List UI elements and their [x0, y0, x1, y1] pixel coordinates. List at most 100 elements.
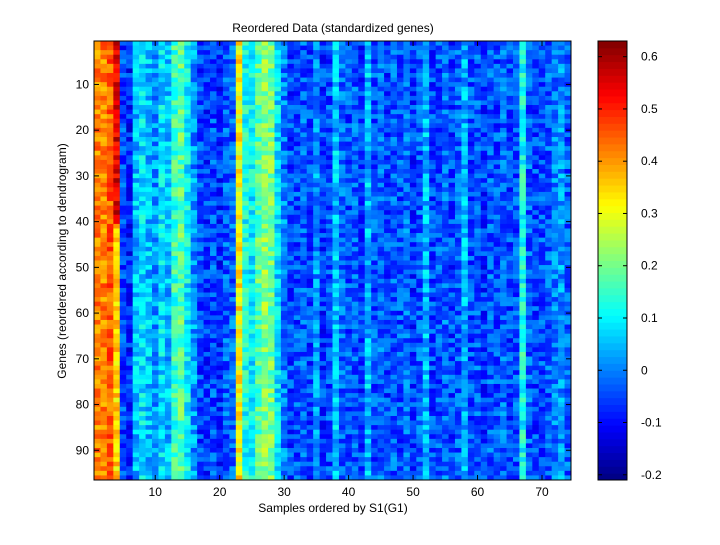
heatmap-cell — [377, 283, 385, 289]
heatmap-cell — [358, 315, 366, 321]
heatmap-cell — [229, 310, 237, 316]
heatmap-cell — [512, 95, 520, 101]
heatmap-cell — [94, 159, 101, 165]
heatmap-cell — [474, 297, 482, 303]
heatmap-cell — [287, 169, 295, 175]
heatmap-cell — [332, 196, 340, 202]
heatmap-cell — [332, 159, 340, 165]
heatmap-cell — [416, 287, 424, 293]
heatmap-cell — [100, 196, 108, 202]
heatmap-cell — [306, 315, 314, 321]
heatmap-cell — [229, 132, 237, 138]
heatmap-cell — [100, 260, 108, 266]
heatmap-cell — [177, 324, 185, 330]
heatmap-cell — [512, 278, 520, 284]
heatmap-cell — [287, 146, 295, 152]
heatmap-cell — [255, 242, 262, 248]
heatmap-cell — [461, 137, 469, 142]
heatmap-cell — [358, 73, 366, 78]
heatmap-cell — [255, 251, 262, 257]
heatmap-cell — [422, 41, 430, 46]
heatmap-cell — [268, 246, 275, 252]
heatmap-cell — [493, 324, 501, 330]
heatmap-cell — [274, 173, 282, 179]
heatmap-cell — [139, 123, 146, 129]
heatmap-cell — [538, 109, 546, 115]
heatmap-cell — [139, 150, 146, 156]
heatmap-cell — [500, 178, 507, 184]
heatmap-cell — [454, 201, 462, 207]
heatmap-cell — [132, 132, 140, 138]
heatmap-cell — [564, 187, 572, 193]
heatmap-cell — [525, 54, 533, 60]
heatmap-cell — [390, 219, 398, 225]
heatmap-cell — [377, 63, 385, 69]
heatmap-cell — [390, 132, 398, 138]
heatmap-cell — [100, 278, 108, 284]
heatmap-cell — [377, 191, 385, 197]
heatmap-cell — [261, 123, 269, 129]
heatmap-cell — [126, 297, 134, 303]
heatmap-cell — [435, 283, 443, 289]
heatmap-cell — [409, 146, 417, 152]
heatmap-cell — [384, 196, 391, 202]
heatmap-cell — [319, 59, 327, 65]
heatmap-cell — [500, 95, 507, 101]
heatmap-cell — [474, 233, 482, 239]
heatmap-cell — [416, 182, 424, 188]
heatmap-cell — [184, 223, 192, 229]
heatmap-cell — [512, 77, 520, 83]
heatmap-cell — [268, 91, 275, 97]
heatmap-cell — [158, 306, 166, 312]
heatmap-cell — [158, 82, 166, 88]
heatmap-cell — [551, 287, 559, 293]
heatmap-cell — [139, 287, 146, 293]
heatmap-cell — [235, 150, 243, 156]
heatmap-cell — [429, 73, 437, 78]
heatmap-cell — [364, 315, 372, 321]
heatmap-cell — [94, 137, 101, 142]
heatmap-cell — [474, 260, 482, 266]
heatmap-cell — [190, 95, 198, 101]
heatmap-cell — [152, 91, 159, 97]
heatmap-cell — [338, 342, 346, 348]
heatmap-cell — [261, 342, 269, 348]
heatmap-cell — [306, 45, 314, 51]
heatmap-cell — [474, 86, 482, 92]
heatmap-cell — [106, 242, 114, 248]
heatmap-cell — [403, 159, 411, 165]
heatmap-cell — [190, 63, 198, 69]
heatmap-cell — [126, 315, 134, 321]
heatmap-cell — [390, 269, 398, 275]
heatmap-cell — [345, 178, 353, 184]
heatmap-cell — [126, 77, 134, 83]
heatmap-cell — [152, 169, 159, 175]
heatmap-cell — [280, 201, 288, 207]
heatmap-cell — [454, 123, 462, 129]
heatmap-cell — [255, 329, 262, 335]
heatmap-cell — [377, 269, 385, 275]
heatmap-cell — [145, 219, 153, 225]
heatmap-cell — [345, 118, 353, 124]
heatmap-cell — [119, 269, 127, 275]
heatmap-cell — [564, 255, 572, 261]
heatmap-cell — [454, 178, 462, 184]
heatmap-cell — [255, 82, 262, 88]
heatmap-cell — [377, 233, 385, 239]
heatmap-cell — [100, 91, 108, 97]
heatmap-cell — [461, 127, 469, 133]
heatmap-cell — [409, 306, 417, 312]
heatmap-cell — [480, 45, 488, 51]
heatmap-cell — [139, 269, 146, 275]
heatmap-cell — [306, 310, 314, 316]
heatmap-cell — [371, 283, 379, 289]
heatmap-cell — [454, 338, 462, 344]
heatmap-cell — [480, 73, 488, 78]
heatmap-cell — [390, 342, 398, 348]
heatmap-cell — [319, 100, 327, 106]
heatmap-cell — [242, 201, 250, 207]
heatmap-cell — [506, 114, 514, 120]
heatmap-cell — [100, 118, 108, 124]
heatmap-cell — [532, 150, 540, 156]
heatmap-cell — [564, 178, 572, 184]
